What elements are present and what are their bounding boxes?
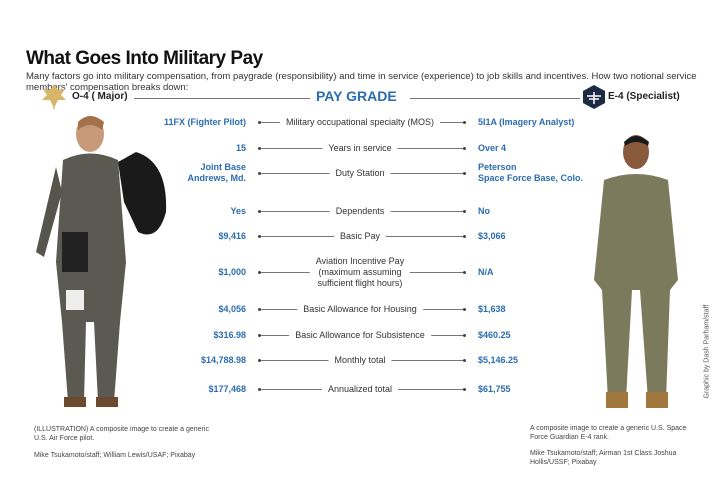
right-value: Over 4	[478, 142, 507, 153]
arrow-head	[258, 147, 261, 150]
credit-right: Mike Tsukamoto/staff; Airman 1st Class J…	[530, 450, 677, 466]
row-label: Basic Allowance for Subsistence	[289, 329, 431, 341]
arrow-head	[463, 359, 466, 362]
grade-right: E-4 (Specialist)	[608, 91, 680, 102]
left-value: Yes	[230, 205, 246, 216]
arrow-head	[258, 121, 261, 124]
arrow-head	[258, 271, 261, 274]
left-value: 15	[235, 142, 246, 153]
arrow-head	[463, 235, 466, 238]
right-value: $1,638	[478, 303, 506, 314]
right-value: Peterson Space Force Base, Colo.	[478, 162, 584, 183]
arrow-head	[463, 334, 466, 337]
arrow-head	[258, 172, 261, 175]
graphic-credit: Graphic by Dash Parham/staff	[703, 304, 711, 399]
row-label: Military occupational specialty (MOS)	[279, 116, 441, 128]
caption-left: (ILLUSTRATION) A composite image to crea…	[34, 426, 209, 442]
arrow-head	[463, 271, 466, 274]
caption-right: A composite image to create a generic U.…	[530, 425, 687, 441]
arrow-head	[463, 172, 466, 175]
specialist-badge-icon	[583, 85, 605, 109]
row-label: Basic Allowance for Housing	[297, 303, 423, 315]
row-label: Years in service	[322, 142, 398, 154]
left-value: $177,468	[208, 383, 246, 394]
right-value: No	[478, 205, 490, 216]
arrow-head	[258, 359, 261, 362]
arrow-head	[463, 308, 466, 311]
right-value: $3,066	[478, 230, 506, 241]
grade-line-right	[410, 98, 580, 99]
left-value: $316.98	[213, 329, 246, 340]
pay-grade-label: PAY GRADE	[316, 88, 397, 104]
left-value: $9,416	[218, 230, 246, 241]
guardian-illustration	[594, 135, 678, 408]
left-value: $14,788.98	[200, 354, 246, 365]
left-value: Joint Base Andrews, Md.	[187, 162, 246, 183]
arrow-head	[463, 210, 466, 213]
row-label: Duty Station	[329, 167, 391, 179]
subtitle: Many factors go into military compensati…	[26, 71, 697, 93]
row-label: Monthly total	[328, 354, 392, 366]
right-value: $460.25	[478, 329, 511, 340]
arrow-head	[258, 334, 261, 337]
left-value: 11FX (Fighter Pilot)	[163, 116, 246, 127]
row-label: Aviation Incentive Pay (maximum assuming…	[309, 255, 411, 289]
grade-line-left	[134, 98, 310, 99]
right-value: $61,755	[478, 383, 511, 394]
row-label: Basic Pay	[333, 230, 387, 242]
arrow-head	[258, 308, 261, 311]
arrow-head	[258, 235, 261, 238]
arrow-head	[463, 147, 466, 150]
page-title: What Goes Into Military Pay	[26, 48, 263, 69]
arrow-head	[463, 121, 466, 124]
oak-leaf-icon	[42, 84, 66, 111]
pilot-illustration	[36, 116, 167, 407]
arrow-head	[258, 388, 261, 391]
left-value: $4,056	[218, 303, 246, 314]
left-value: $1,000	[218, 266, 246, 277]
grade-left: O-4 ( Major)	[72, 91, 128, 102]
row-label: Dependents	[329, 205, 391, 217]
right-value: 5I1A (Imagery Analyst)	[478, 116, 575, 127]
arrow-head	[463, 388, 466, 391]
arrow-head	[258, 210, 261, 213]
right-value: N/A	[478, 266, 494, 277]
credit-left: Mike Tsukamoto/staff; William Lewis/USAF…	[34, 452, 196, 459]
right-value: $5,146.25	[478, 354, 519, 365]
row-label: Annualized total	[321, 383, 399, 395]
